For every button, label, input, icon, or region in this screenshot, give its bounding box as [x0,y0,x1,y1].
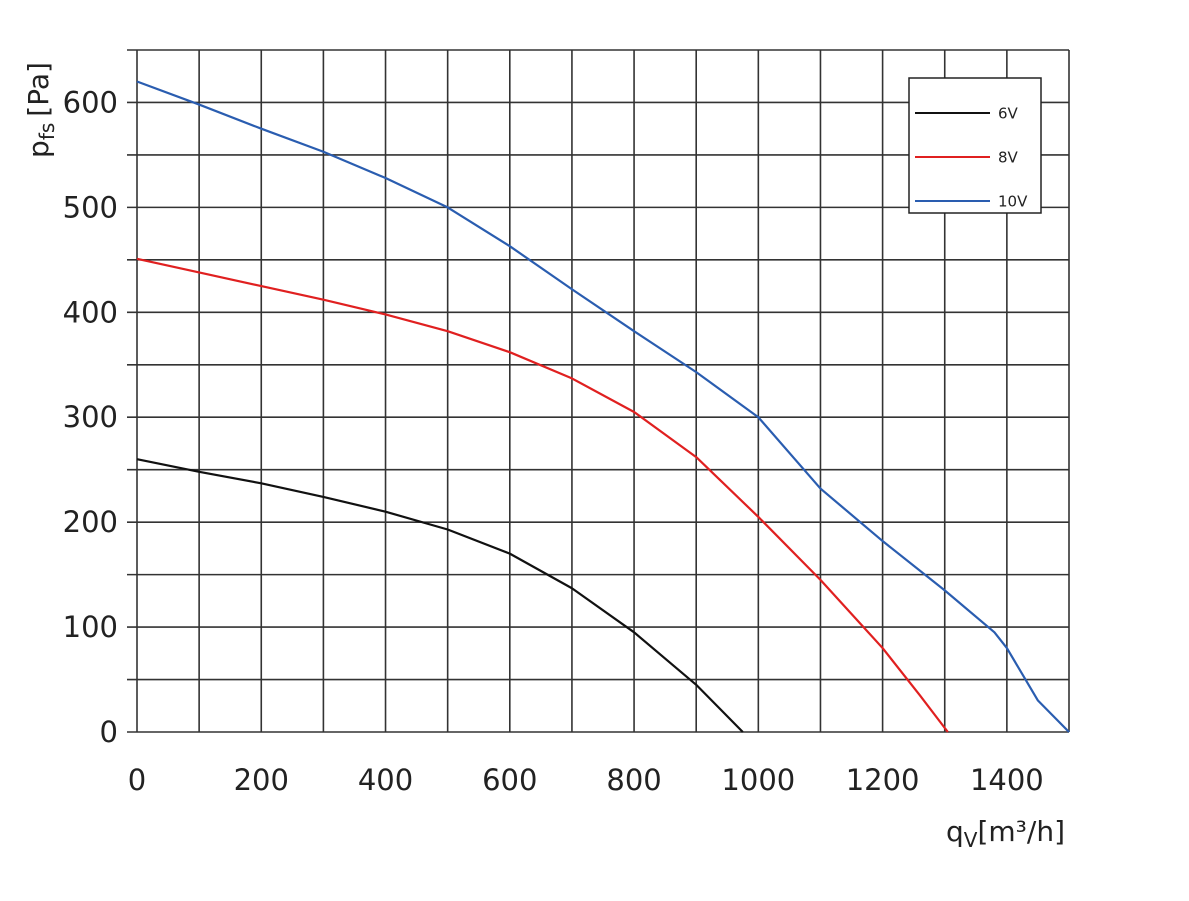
x-tick-label: 200 [234,763,289,797]
y-tick-label: 500 [63,190,118,224]
x-axis-label: qV[m³/h] [946,815,1065,852]
y-label-symbol: p [22,140,55,158]
x-label-sub: V [964,828,978,852]
legend-label: 8V [998,149,1019,167]
y-label-unit: [Pa] [22,62,55,117]
lines [136,80,1070,733]
legend-box [908,77,1042,214]
y-tick-label: 600 [63,85,118,119]
y-axis-label: pfs [Pa] [22,62,59,158]
legend-label: 6V [998,105,1019,123]
x-tick-label: 400 [358,763,413,797]
y-label-sub: fs [35,123,59,140]
y-tick-label: 0 [100,715,118,749]
y-tick-label: 400 [63,295,118,329]
x-tick-label: 800 [606,763,661,797]
y-tick-label: 100 [63,610,118,644]
x-tick-label: 1000 [721,763,795,797]
series-line [136,458,744,733]
y-tick-label: 200 [63,505,118,539]
x-label-symbol: q [946,815,964,848]
legend: 6V 8V 10V [908,77,1042,214]
x-label-unit: [m³/h] [977,815,1065,848]
y-tick-label: 300 [63,400,118,434]
legend-label: 10V [998,193,1028,211]
x-tick-label: 600 [482,763,537,797]
x-tick-label: 1200 [846,763,920,797]
series-line [136,80,1070,733]
x-tick-label: 0 [128,763,146,797]
x-tick-label: 1400 [970,763,1044,797]
series-line [136,257,949,733]
